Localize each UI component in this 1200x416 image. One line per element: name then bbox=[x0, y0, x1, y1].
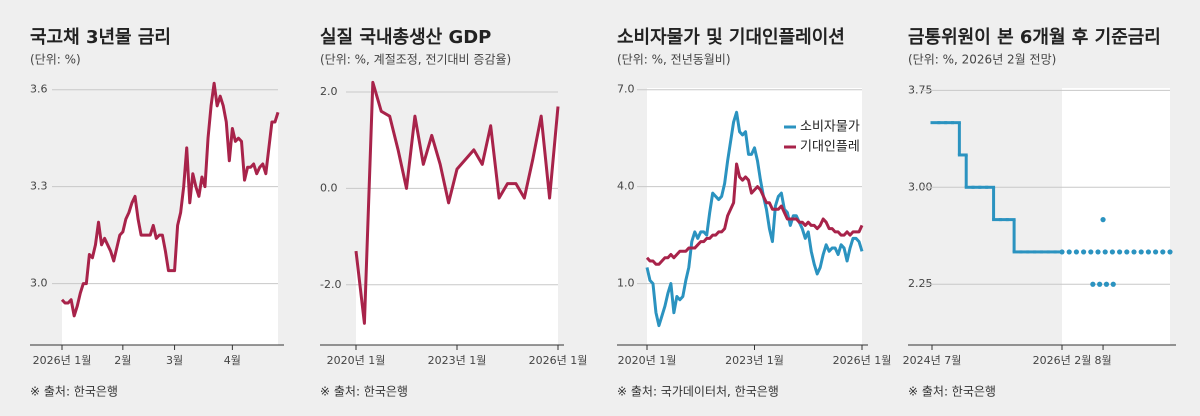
x-tick-label: 2020년 1월 bbox=[327, 354, 386, 367]
x-tick-label: 4월 bbox=[224, 354, 241, 367]
forecast-dot bbox=[1081, 249, 1087, 255]
series-line bbox=[354, 80, 560, 325]
plot-background bbox=[647, 88, 862, 345]
chart-title: 금통위원이 본 6개월 후 기준금리 bbox=[908, 27, 1161, 48]
forecast-dot bbox=[1073, 249, 1079, 255]
chart-subtitle: (단위: %, 2026년 2월 전망) bbox=[908, 53, 1056, 67]
y-tick-label: 0.0 bbox=[320, 181, 338, 194]
y-tick-label: 2.0 bbox=[320, 85, 338, 98]
series-line bbox=[645, 162, 864, 266]
x-tick-label: 2024년 7월 bbox=[903, 354, 962, 367]
forecast-dot bbox=[1109, 249, 1115, 255]
forecast-dot bbox=[1102, 249, 1108, 255]
forecast-dot bbox=[1124, 249, 1130, 255]
forecast-dot bbox=[1145, 249, 1151, 255]
source: ※ 출처: 국가데이터처, 한국은행 bbox=[617, 384, 779, 399]
y-tick-label: 1.0 bbox=[617, 277, 635, 290]
forecast-dot bbox=[1110, 281, 1116, 287]
chart-title: 소비자물가 및 기대인플레이션 bbox=[617, 27, 845, 48]
source: ※ 출처: 한국은행 bbox=[30, 384, 118, 399]
y-tick-label: 3.0 bbox=[30, 277, 48, 290]
legend-label: 소비자물가 bbox=[800, 120, 860, 135]
y-tick-label: 3.00 bbox=[908, 180, 933, 193]
x-tick-label: 2026년 1월 bbox=[33, 354, 92, 367]
chart-title: 국고채 3년물 금리 bbox=[30, 27, 171, 48]
x-tick-label: 2023년 1월 bbox=[428, 354, 487, 367]
forecast-dot bbox=[1117, 249, 1123, 255]
y-tick-label: 3.75 bbox=[908, 83, 933, 96]
source: ※ 출처: 한국은행 bbox=[908, 384, 996, 399]
chart-title: 실질 국내총생산 GDP bbox=[320, 27, 491, 48]
y-tick-label: 2.25 bbox=[908, 277, 933, 290]
source: ※ 출처: 한국은행 bbox=[320, 384, 408, 399]
forecast-dot bbox=[1131, 249, 1137, 255]
area-fill bbox=[356, 82, 558, 345]
y-tick-label: 7.0 bbox=[617, 83, 635, 96]
legend-label: 기대인플레 bbox=[800, 140, 860, 155]
chart-subtitle: (단위: %) bbox=[30, 53, 81, 67]
forecast-dot bbox=[1066, 249, 1072, 255]
chart-subtitle: (단위: %, 계절조정, 전기대비 증감율) bbox=[320, 53, 511, 67]
forecast-dot bbox=[1095, 249, 1101, 255]
x-tick-label: 2026년 1월 bbox=[529, 354, 588, 367]
series-line bbox=[645, 110, 864, 328]
forecast-background bbox=[1062, 88, 1170, 345]
x-tick-label: 3월 bbox=[166, 354, 183, 367]
x-tick-label: 2026년 2월 bbox=[1033, 354, 1092, 367]
x-tick-label: 2월 bbox=[114, 354, 131, 367]
forecast-dot bbox=[1100, 217, 1106, 223]
y-tick-label: 3.6 bbox=[30, 83, 48, 96]
y-tick-label: -2.0 bbox=[320, 278, 341, 291]
area-fill bbox=[62, 83, 278, 346]
forecast-dot bbox=[1103, 281, 1110, 287]
y-tick-label: 4.0 bbox=[617, 180, 635, 193]
x-tick-label: 2020년 1월 bbox=[618, 354, 677, 367]
forecast-dot bbox=[1160, 249, 1166, 255]
forecast-dot bbox=[1088, 249, 1094, 255]
x-tick-label: 2026년 1월 bbox=[833, 354, 892, 367]
x-tick-label: 2023년 1월 bbox=[725, 354, 784, 367]
forecast-dot bbox=[1059, 249, 1065, 255]
forecast-dot bbox=[1097, 281, 1103, 287]
series-line bbox=[60, 81, 280, 318]
chart-subtitle: (단위: %, 전년동월비) bbox=[617, 53, 731, 67]
forecast-dot bbox=[1167, 249, 1173, 255]
forecast-dot bbox=[1153, 249, 1159, 255]
forecast-dot bbox=[1138, 249, 1144, 255]
x-tick-label: 8월 bbox=[1094, 354, 1111, 367]
y-tick-label: 3.3 bbox=[30, 180, 48, 193]
forecast-dot bbox=[1090, 281, 1096, 287]
